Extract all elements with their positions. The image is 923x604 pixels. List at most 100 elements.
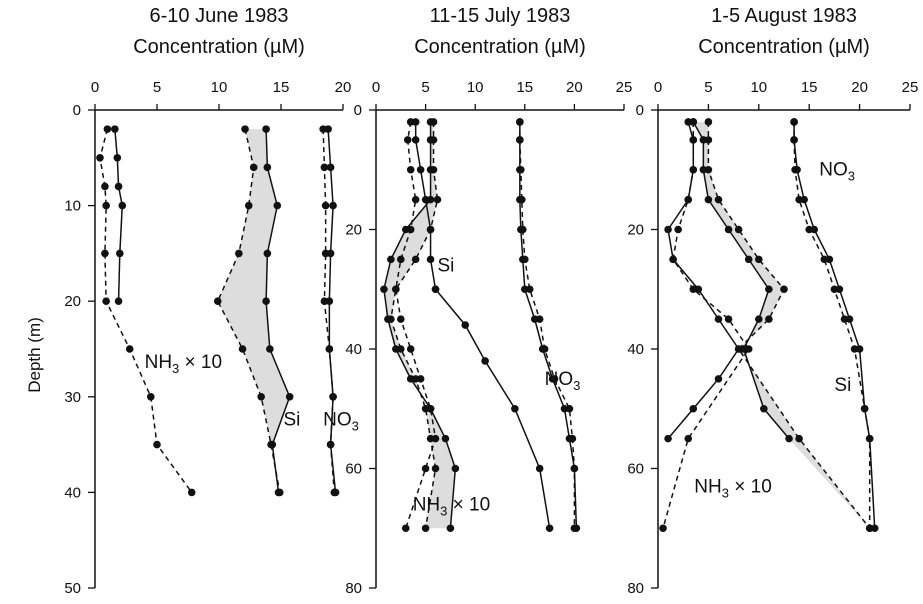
panel-2-series-4-point [426,404,435,413]
panel-3-y-tick-label-80: 80 [627,580,644,597]
panel-3-x-tick-label-20: 20 [851,79,868,96]
panel-2-series-7-point [431,285,440,294]
panel-1-x-tick-label-10: 10 [211,79,228,96]
panel-3-series-3-point [765,285,773,294]
panel-2-series-7-point [545,524,554,533]
panel-2-si-shading [383,121,456,529]
panel-1-series-1-point [101,249,109,258]
panel-2-series-4-point [426,165,435,174]
panel-3-series-6-point [674,225,682,234]
panel-1-y-tick-label-30: 30 [64,389,81,406]
panel-2-series-4-point [387,255,395,264]
panel-3-annotation-1: NO3 [819,160,855,184]
panel-3-series-3-point [744,255,753,264]
panel-1-y-tick-label-10: 10 [64,198,81,215]
panel-1-series-6-point [329,201,337,210]
panel-1-series-4-point [263,163,272,172]
panel-1-series-3-point [241,125,249,133]
panel-1-series-2-point [114,182,123,191]
panel-1-series-4-point [263,249,272,258]
panel-1-series-6-point [326,249,335,258]
panel-3-series-6-point [724,315,733,323]
panel-2-series-3-point [431,464,440,473]
panel-1-series-2-point [113,154,122,162]
panel-2-series-4-point [406,375,415,383]
panel-2-subtitle: Concentration (µM) [414,36,586,58]
panel-3-series-1-line [793,121,876,529]
panel-1-series-4-point [274,488,283,497]
panel-3-series-2-point [805,225,813,234]
panel-3-series-5-line [667,121,740,440]
panel-2-series-7-point [511,404,519,413]
panel-3-series-4-point [795,434,803,443]
panel-2-series-4-line [383,121,457,529]
panel-3-series-4-point [765,315,773,323]
panel-1-series-6-point [325,345,334,353]
panel-2-series-1-line [395,121,437,529]
panel-2-x-tick-label-25: 25 [616,79,633,96]
panel-3-si-shading [693,121,870,529]
panel-3-x-tick-label-15: 15 [801,79,818,96]
panel-3-y-tick-label-60: 60 [627,461,644,478]
panel-3-series-3-point [724,225,733,234]
panel-3-title: 1-5 August 1983 [711,5,857,27]
panel-2-series-2-point [426,255,435,264]
panel-1-y-tick-label-0: 0 [73,102,81,119]
panel-2-series-4-point [380,285,388,294]
panel-3-series-2-point [820,255,829,264]
panel-1-series-3-point [249,163,258,172]
panel-2-series-3-point [411,255,420,264]
panel-2-series-4-point [426,118,435,126]
panel-2-series-1-point [406,345,415,353]
panel-1-x-tick-label-5: 5 [153,79,161,96]
panel-2-series-3-line [390,121,439,529]
panel-3-series-2-point [860,404,869,413]
panel-1-series-2-line [114,129,124,302]
panel-1-series-4-point [268,440,277,449]
panel-1-series-6-point [331,488,340,497]
panel-2-series-3-point [426,434,435,443]
panel-3-series-3-point [785,434,793,443]
panel-3-series-2-point [865,434,874,443]
panel-2-series-1-point [397,315,405,323]
panel-3-series-6-point [659,524,667,533]
panel-1-series-3-point [257,393,265,401]
panel-1-series-1-point [187,488,196,497]
panel-2-series-4-point [384,315,392,323]
panel-3-y-tick-label-20: 20 [627,222,644,239]
panel-3-series-6-point [669,255,677,264]
panel-2-series-6-point [519,225,527,234]
panel-1-series-1-point [102,297,110,306]
panel-1-series-6-line [327,129,337,493]
panel-2-annotation-1: Si [438,255,455,276]
panel-2-series-1-point [397,255,405,264]
panel-1-annotation-1: NH3 × 10 [145,352,222,376]
panel-3-series-5-point [734,345,743,353]
panel-1-series-1-point [147,393,155,401]
panel-2-series-4-point [426,136,435,144]
panel-2-x-tick-label-10: 10 [467,79,484,96]
panel-3-series-2-point [791,165,799,174]
panel-3-series-5-point [664,434,672,443]
panel-1-si-shading [217,129,290,493]
panel-2-series-4-point [426,195,435,204]
panel-2-annotation-3: NH3 × 10 [413,494,490,518]
panel-3-series-4-point [780,285,788,294]
panel-1-series-4-point [262,125,270,133]
panel-1-series-2-point [118,201,127,210]
panel-1-series-2-point [114,297,123,306]
panel-1-series-6-point [329,393,337,401]
panel-2-series-5-line [519,121,578,529]
panel-3-series-4-point [714,195,723,204]
panel-3-series-2-line [793,121,871,529]
panel-1-series-6-point [326,163,335,172]
panel-3-annotation-2: Si [834,375,851,396]
panel-1-subtitle: Concentration (µM) [133,36,305,58]
panel-2-x-tick-label-20: 20 [566,79,583,96]
panel-2-series-6-point [550,375,559,383]
panel-2-series-7-line [434,288,551,529]
panel-3-subtitle: Concentration (µM) [698,36,870,58]
panel-1-series-3-point [213,297,222,306]
panel-3-series-6-point [689,165,698,174]
